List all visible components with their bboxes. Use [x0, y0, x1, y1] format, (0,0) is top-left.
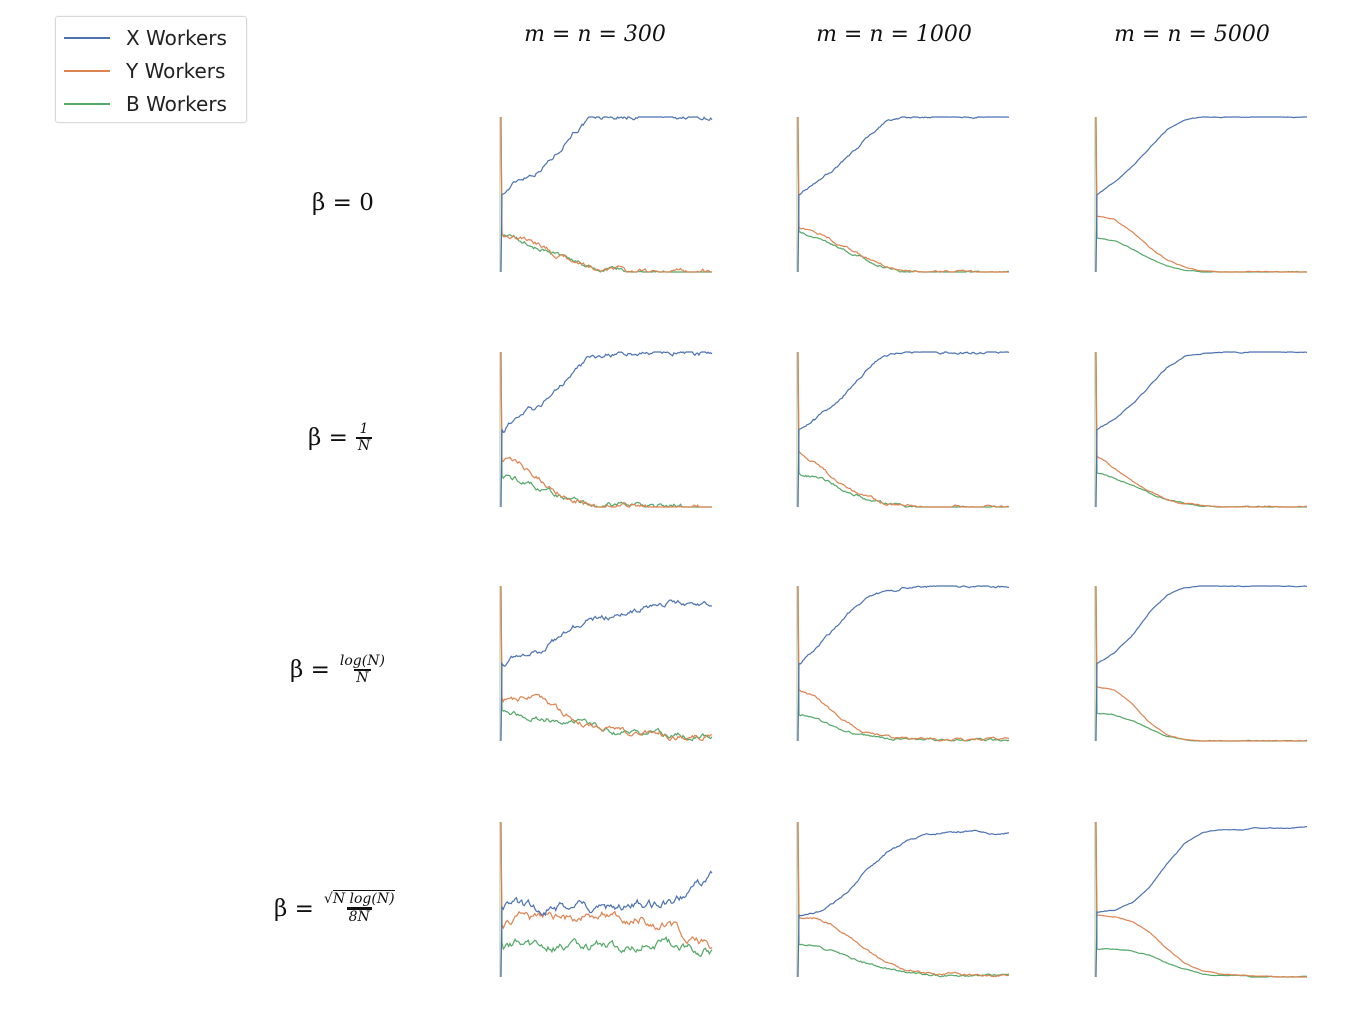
- series-y-workers-line: [1095, 585, 1308, 742]
- row-label-1: β = 1 N: [308, 421, 373, 454]
- panel-r0-c1: [796, 116, 1010, 273]
- series-x-workers-line: [797, 116, 1010, 273]
- series-b-workers-line: [1095, 585, 1308, 742]
- series-x-workers-line: [500, 599, 713, 742]
- series-y-workers-line: [500, 585, 713, 742]
- panel-r1-c2: [1094, 351, 1308, 508]
- fraction-sqrt-n-log-n-over-8n: √N log(N) 8N: [323, 890, 395, 925]
- panel-r1-c0: [499, 351, 713, 509]
- column-title-1: m = n = 1000: [816, 22, 972, 47]
- series-x-workers-line: [500, 116, 713, 273]
- series-x-workers-line: [797, 829, 1010, 978]
- series-x-workers-line: [500, 351, 713, 508]
- series-b-workers-line: [1095, 821, 1308, 978]
- legend-item-2: B Workers: [64, 89, 227, 119]
- panel-r3-c0: [499, 821, 713, 978]
- panel-r0-c2: [1094, 116, 1307, 273]
- fraction-1-over-n: 1 N: [355, 421, 373, 454]
- series-b-workers-line: [500, 116, 712, 273]
- series-y-workers-line: [500, 351, 712, 509]
- series-x-workers-line: [1095, 116, 1307, 273]
- legend-label-2: B Workers: [126, 92, 227, 116]
- chart-legend: X Workers Y Workers B Workers: [55, 16, 247, 123]
- row-label-0: β = 0: [312, 190, 374, 216]
- row-label-2: β = log(N) N: [290, 653, 385, 686]
- legend-label-1: Y Workers: [126, 59, 226, 83]
- legend-label-0: X Workers: [126, 26, 227, 50]
- series-b-workers-line: [797, 821, 1010, 978]
- series-y-workers-line: [500, 821, 713, 950]
- series-x-workers-line: [1095, 826, 1308, 978]
- series-b-workers-line: [500, 821, 713, 958]
- series-y-workers-line: [797, 585, 1010, 742]
- series-y-workers-line: [797, 351, 1010, 508]
- panel-r1-c1: [796, 351, 1010, 508]
- panel-r2-c2: [1094, 585, 1308, 742]
- panel-r2-c0: [499, 585, 713, 742]
- legend-item-0: X Workers: [64, 23, 227, 53]
- series-b-workers-line: [797, 351, 1010, 508]
- panel-r3-c1: [796, 821, 1010, 978]
- series-y-workers-line: [797, 116, 1009, 273]
- row-label-3: β = √N log(N) 8N: [274, 890, 395, 925]
- series-x-workers-line: [500, 870, 713, 978]
- column-title-0: m = n = 300: [524, 22, 666, 47]
- series-b-workers-line: [1095, 351, 1308, 508]
- legend-swatch-0: [64, 37, 110, 39]
- series-x-workers-line: [1095, 351, 1308, 508]
- series-b-workers-line: [500, 585, 713, 742]
- series-x-workers-line: [1095, 585, 1307, 742]
- panel-r3-c2: [1094, 821, 1308, 978]
- panel-r2-c1: [796, 585, 1010, 742]
- series-y-workers-line: [1095, 351, 1308, 508]
- legend-swatch-1: [64, 70, 110, 72]
- panel-r0-c0: [499, 116, 713, 273]
- series-y-workers-line: [797, 821, 1010, 978]
- series-b-workers-line: [1095, 116, 1307, 273]
- series-y-workers-line: [500, 116, 712, 273]
- legend-swatch-2: [64, 103, 110, 105]
- series-x-workers-line: [797, 585, 1010, 742]
- series-b-workers-line: [500, 351, 712, 508]
- series-y-workers-line: [1095, 821, 1307, 978]
- legend-item-1: Y Workers: [64, 56, 225, 86]
- series-b-workers-line: [797, 116, 1010, 273]
- series-b-workers-line: [797, 585, 1010, 742]
- series-x-workers-line: [797, 351, 1010, 508]
- sqrt-sign: √: [323, 891, 333, 907]
- column-title-2: m = n = 5000: [1114, 22, 1270, 47]
- series-y-workers-line: [1095, 116, 1307, 273]
- fraction-log-n-over-n: log(N) N: [339, 653, 385, 686]
